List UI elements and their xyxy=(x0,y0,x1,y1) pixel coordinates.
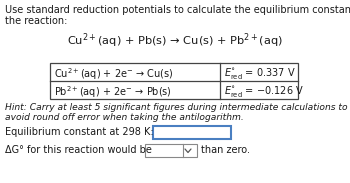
Text: Equilibrium constant at 298 K:: Equilibrium constant at 298 K: xyxy=(5,127,154,137)
Text: avoid round off error when taking the antilogarithm.: avoid round off error when taking the an… xyxy=(5,113,244,122)
Text: Cu$^{2+}$(aq) + 2e$^{-}$ → Cu(s): Cu$^{2+}$(aq) + 2e$^{-}$ → Cu(s) xyxy=(54,66,174,82)
Text: the reaction:: the reaction: xyxy=(5,16,67,26)
FancyBboxPatch shape xyxy=(50,63,298,99)
FancyBboxPatch shape xyxy=(153,126,231,139)
Text: $E^{\circ}_{\mathrm{red}}$ = −0.126 V: $E^{\circ}_{\mathrm{red}}$ = −0.126 V xyxy=(224,84,304,99)
FancyBboxPatch shape xyxy=(145,144,197,157)
Text: Pb$^{2+}$(aq) + 2e$^{-}$ → Pb(s): Pb$^{2+}$(aq) + 2e$^{-}$ → Pb(s) xyxy=(54,84,172,100)
Text: Hint: Carry at least 5 significant figures during intermediate calculations to: Hint: Carry at least 5 significant figur… xyxy=(5,103,348,112)
Text: $E^{\circ}_{\mathrm{red}}$ = 0.337 V: $E^{\circ}_{\mathrm{red}}$ = 0.337 V xyxy=(224,66,296,81)
Text: Use standard reduction potentials to calculate the equilibrium constant for: Use standard reduction potentials to cal… xyxy=(5,5,350,15)
Text: ΔG° for this reaction would be: ΔG° for this reaction would be xyxy=(5,145,152,155)
Text: than zero.: than zero. xyxy=(201,145,250,155)
Text: Cu$^{2+}$(aq) + Pb(s) → Cu(s) + Pb$^{2+}$(aq): Cu$^{2+}$(aq) + Pb(s) → Cu(s) + Pb$^{2+}… xyxy=(67,31,283,50)
